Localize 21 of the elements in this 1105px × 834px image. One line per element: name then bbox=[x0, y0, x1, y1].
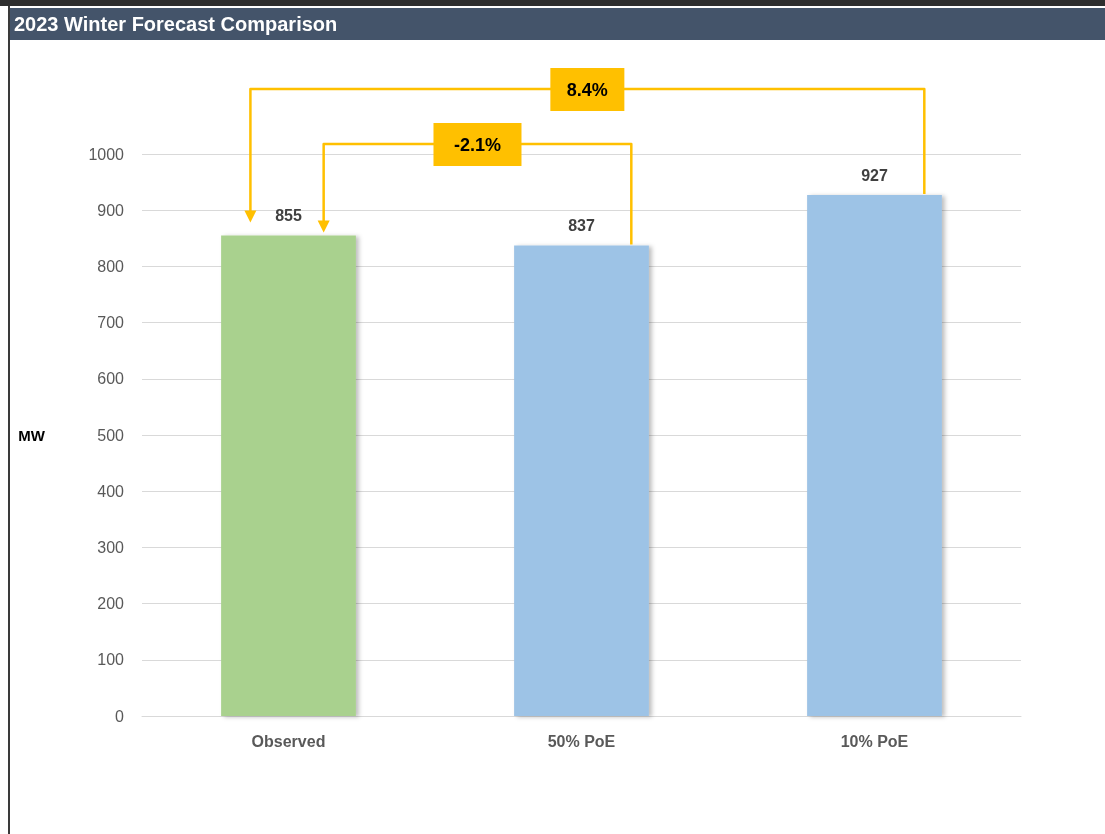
data-label: 855 bbox=[275, 206, 302, 224]
y-tick-label: 200 bbox=[97, 595, 125, 613]
y-tick-label: 500 bbox=[97, 426, 125, 444]
annotation: -2.1% bbox=[453, 135, 501, 155]
y-tick-label: 900 bbox=[97, 201, 125, 219]
y-tick-label: 800 bbox=[97, 257, 125, 275]
y-tick-label: 400 bbox=[97, 482, 125, 500]
x-tick-label: Observed bbox=[251, 732, 326, 750]
text: 8.4% bbox=[566, 80, 608, 100]
x-tick-label: 50% PoE bbox=[547, 732, 616, 750]
data-label: 927 bbox=[861, 166, 888, 184]
y-axis-title: MW bbox=[18, 426, 46, 444]
y-tick-label: 100 bbox=[97, 651, 125, 669]
data-label: 837 bbox=[568, 217, 595, 235]
y-tick-label: 1000 bbox=[88, 145, 125, 163]
x-tick-label: 10% PoE bbox=[840, 732, 909, 750]
y-tick-label: 0 bbox=[115, 707, 125, 725]
chart-title: 2023 Winter Forecast Comparison bbox=[10, 8, 1105, 40]
y-tick-label: 700 bbox=[97, 314, 125, 332]
y-tick-label: 300 bbox=[97, 538, 125, 556]
y-tick-label: 600 bbox=[97, 370, 125, 388]
